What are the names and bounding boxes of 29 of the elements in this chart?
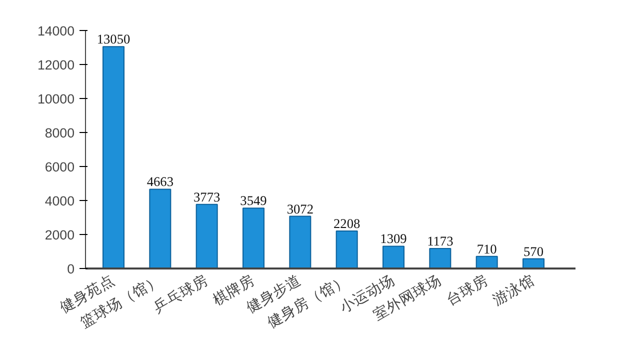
data-label: 710 [476, 241, 498, 256]
y-tick-label: 2000 [44, 228, 75, 242]
y-tick-label: 12000 [37, 58, 74, 72]
x-tick-label: 台球房 [443, 272, 491, 309]
y-tick-label: 10000 [37, 92, 74, 106]
data-label: 3549 [240, 193, 268, 208]
data-label: 4663 [146, 174, 174, 190]
data-label: 1173 [427, 234, 454, 249]
bar [336, 230, 358, 268]
data-label: 2208 [334, 216, 360, 231]
bar [289, 216, 312, 268]
y-tick-label: 0 [67, 262, 75, 276]
data-label: 3072 [286, 201, 314, 216]
y-tick-label: 14000 [37, 24, 74, 38]
data-label: 13050 [96, 32, 130, 47]
y-tick-label: 8000 [44, 126, 75, 140]
bar [196, 204, 218, 268]
bar [242, 208, 264, 268]
bar [102, 46, 124, 268]
bar [382, 246, 404, 268]
x-tick-label: 游泳馆 [490, 272, 538, 309]
data-label: 3773 [194, 189, 220, 204]
bar [149, 188, 172, 268]
data-label: 570 [524, 244, 544, 259]
y-tick-label: 4000 [44, 194, 75, 208]
bar [476, 256, 498, 268]
y-tick-label: 6000 [44, 160, 75, 174]
data-label: 1309 [380, 231, 408, 246]
bar [429, 248, 452, 268]
